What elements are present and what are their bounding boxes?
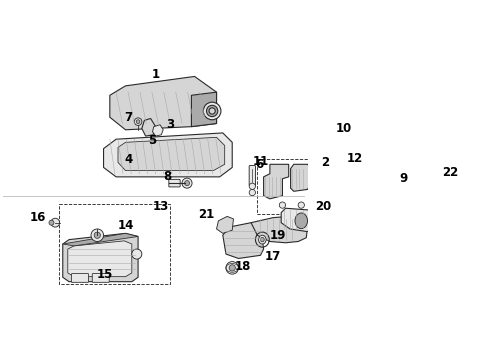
Text: 13: 13 — [152, 200, 169, 213]
Ellipse shape — [132, 249, 142, 259]
Circle shape — [182, 178, 192, 188]
Ellipse shape — [478, 126, 490, 157]
Text: 7: 7 — [124, 111, 133, 124]
Text: 4: 4 — [124, 153, 133, 166]
Polygon shape — [264, 164, 289, 199]
Polygon shape — [192, 92, 217, 127]
Text: 22: 22 — [442, 166, 459, 179]
Circle shape — [226, 262, 239, 274]
Circle shape — [49, 220, 54, 225]
Circle shape — [249, 183, 255, 189]
Text: 9: 9 — [399, 172, 408, 185]
Ellipse shape — [206, 105, 218, 117]
Ellipse shape — [259, 235, 266, 244]
Text: 3: 3 — [167, 118, 175, 131]
Text: 17: 17 — [265, 250, 281, 263]
Polygon shape — [217, 216, 233, 233]
FancyBboxPatch shape — [169, 179, 180, 187]
Circle shape — [298, 202, 304, 208]
Polygon shape — [63, 233, 138, 246]
Text: 18: 18 — [235, 260, 251, 273]
Circle shape — [136, 120, 140, 123]
Polygon shape — [223, 223, 264, 258]
FancyBboxPatch shape — [249, 166, 255, 186]
Ellipse shape — [354, 135, 359, 149]
Text: 1: 1 — [151, 68, 160, 81]
Circle shape — [134, 118, 142, 125]
Text: 16: 16 — [29, 211, 46, 224]
Circle shape — [313, 161, 321, 168]
Text: 21: 21 — [198, 208, 214, 221]
Polygon shape — [281, 208, 320, 231]
Circle shape — [51, 218, 60, 227]
Polygon shape — [400, 161, 424, 181]
Text: 5: 5 — [148, 134, 156, 147]
Text: 15: 15 — [97, 267, 113, 281]
Text: 11: 11 — [252, 155, 269, 168]
Circle shape — [229, 265, 235, 271]
Circle shape — [315, 162, 319, 166]
FancyBboxPatch shape — [72, 274, 89, 282]
Text: 12: 12 — [346, 152, 363, 165]
Polygon shape — [103, 133, 232, 177]
Polygon shape — [63, 233, 138, 282]
Ellipse shape — [203, 102, 221, 120]
Circle shape — [279, 202, 286, 208]
Text: 2: 2 — [321, 156, 329, 169]
Ellipse shape — [209, 108, 215, 114]
Text: 14: 14 — [117, 219, 134, 232]
Ellipse shape — [347, 125, 366, 159]
Polygon shape — [152, 125, 163, 136]
Text: 6: 6 — [255, 158, 263, 171]
Polygon shape — [142, 118, 156, 136]
Text: 20: 20 — [315, 200, 331, 213]
Circle shape — [91, 229, 103, 242]
Circle shape — [185, 181, 190, 186]
Polygon shape — [357, 122, 487, 161]
Circle shape — [249, 189, 255, 196]
Polygon shape — [251, 216, 308, 243]
FancyBboxPatch shape — [92, 274, 109, 282]
Ellipse shape — [295, 213, 308, 229]
Polygon shape — [118, 137, 225, 171]
Ellipse shape — [261, 238, 264, 242]
Text: 19: 19 — [269, 229, 286, 242]
Ellipse shape — [482, 130, 490, 153]
Text: 10: 10 — [336, 122, 352, 135]
Polygon shape — [68, 241, 132, 276]
Ellipse shape — [351, 130, 362, 154]
Ellipse shape — [362, 137, 376, 157]
Polygon shape — [291, 164, 311, 191]
Circle shape — [94, 232, 100, 238]
Text: 8: 8 — [164, 170, 171, 183]
Polygon shape — [110, 76, 217, 130]
